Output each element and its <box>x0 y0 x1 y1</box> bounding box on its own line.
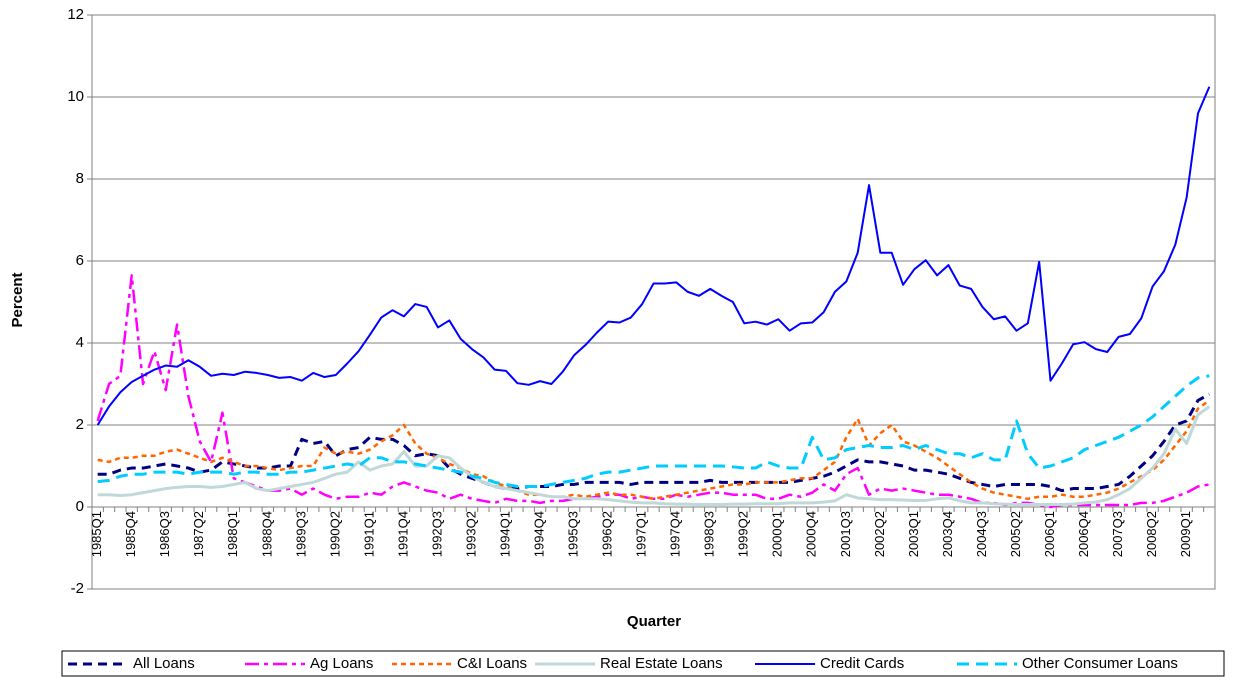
x-tick-label: 2008Q2 <box>1144 511 1159 557</box>
x-tick-label: 1988Q1 <box>225 511 240 557</box>
x-tick-label: 1994Q4 <box>532 511 547 557</box>
x-tick-label: 1997Q4 <box>668 511 683 557</box>
x-tick-label: 1992Q3 <box>429 511 444 557</box>
y-axis-title: Percent <box>9 272 26 327</box>
x-tick-label: 1985Q4 <box>123 511 138 557</box>
x-tick-label: 1993Q2 <box>463 511 478 557</box>
x-tick-label: 1985Q1 <box>89 511 104 557</box>
series-line <box>97 392 1211 493</box>
x-tick-label: 1990Q2 <box>327 511 342 557</box>
legend-label: C&I Loans <box>457 655 527 672</box>
y-tick-label: 6 <box>76 252 84 269</box>
x-tick-label: 1996Q2 <box>600 511 615 557</box>
legend-label: Ag Loans <box>310 655 373 672</box>
x-tick-label: 1999Q2 <box>736 511 751 557</box>
series-line <box>96 274 1210 509</box>
x-tick-label: 2005Q2 <box>1008 511 1023 557</box>
x-tick-label: 1991Q4 <box>395 511 410 557</box>
y-tick-label: 2 <box>76 416 84 433</box>
y-tick-label: 4 <box>76 334 84 351</box>
series-line <box>97 405 1211 507</box>
x-tick-label: 2004Q3 <box>974 511 989 557</box>
x-tick-label: 2000Q1 <box>770 511 785 557</box>
x-tick-label: 1998Q3 <box>702 511 717 557</box>
x-tick-label: 2007Q3 <box>1110 511 1125 557</box>
y-tick-label: 8 <box>76 170 84 187</box>
y-tick-label: 12 <box>67 6 84 23</box>
x-tick-label: 2006Q1 <box>1042 511 1057 557</box>
legend-label: All Loans <box>133 655 195 672</box>
x-tick-label: 1991Q1 <box>361 511 376 557</box>
x-tick-label: 2003Q4 <box>940 511 955 557</box>
x-axis-title: Quarter <box>627 613 681 630</box>
series-line <box>97 374 1210 488</box>
x-tick-label: 2009Q1 <box>1178 511 1193 557</box>
x-tick-label: 1986Q3 <box>157 511 172 557</box>
x-tick-label: 1997Q1 <box>634 511 649 557</box>
y-tick-label: -2 <box>71 580 84 597</box>
x-tick-label: 2006Q4 <box>1076 511 1091 557</box>
series-line <box>96 86 1211 426</box>
legend-label: Credit Cards <box>820 655 904 672</box>
x-tick-label: 2003Q1 <box>906 511 921 557</box>
x-tick-label: 1987Q2 <box>191 511 206 557</box>
series-line <box>97 399 1211 501</box>
x-tick-label: 1989Q3 <box>293 511 308 557</box>
legend-label: Other Consumer Loans <box>1022 655 1178 672</box>
x-tick-label: 1994Q1 <box>497 511 512 557</box>
x-tick-label: 2000Q4 <box>804 511 819 557</box>
y-tick-label: 10 <box>67 88 84 105</box>
x-tick-label: 1995Q3 <box>566 511 581 557</box>
legend-label: Real Estate Loans <box>600 655 723 672</box>
x-tick-label: 2001Q3 <box>838 511 853 557</box>
y-tick-label: 0 <box>76 498 84 515</box>
x-tick-label: 1988Q4 <box>259 511 274 557</box>
x-tick-label: 2002Q2 <box>872 511 887 557</box>
